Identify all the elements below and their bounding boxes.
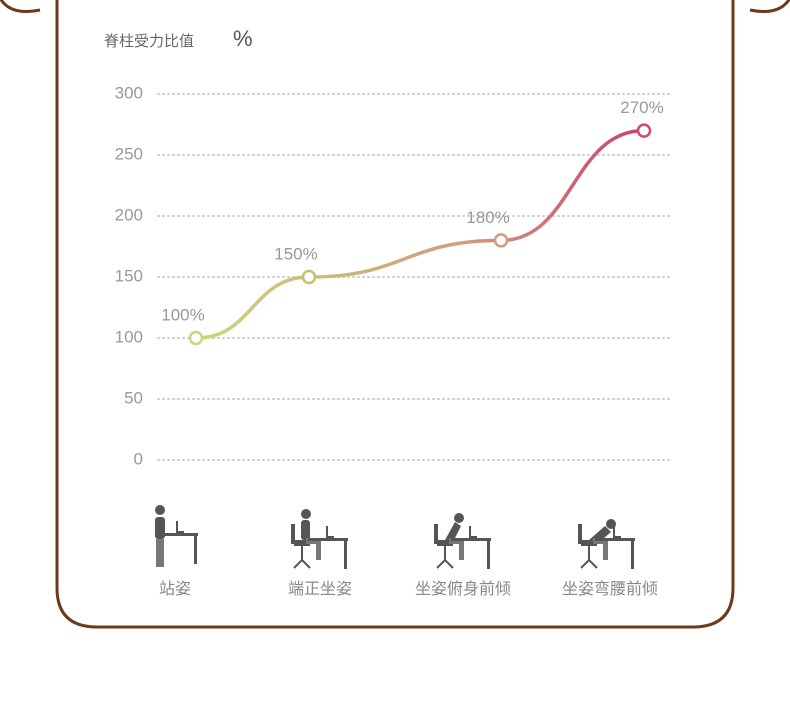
corner-deco bbox=[749, 0, 790, 13]
x-tick-label: 端正坐姿 bbox=[288, 580, 352, 598]
value-label: 150% bbox=[274, 244, 317, 263]
point bbox=[301, 269, 317, 285]
line bbox=[195, 128, 645, 340]
x-tick-label: 坐姿弯腰前倾 bbox=[562, 580, 658, 598]
y-tick-label: 150 bbox=[115, 266, 143, 285]
point bbox=[636, 123, 652, 138]
value-label: 180% bbox=[466, 208, 509, 227]
y-tick-label: 0 bbox=[134, 449, 143, 468]
x-tick-label: 站姿 bbox=[159, 580, 191, 598]
point bbox=[493, 233, 509, 248]
point bbox=[188, 330, 204, 346]
x-tick-label: 坐姿俯身前倾 bbox=[415, 580, 511, 598]
card bbox=[55, 0, 735, 629]
y-unit: % bbox=[233, 26, 253, 51]
icon-bent-sitting bbox=[577, 519, 635, 569]
y-tick-label: 300 bbox=[115, 83, 143, 102]
y-tick-label: 200 bbox=[115, 205, 143, 224]
y-tick-label: 50 bbox=[124, 388, 143, 407]
y-tick-label: 250 bbox=[115, 144, 143, 163]
icon-standing bbox=[155, 505, 198, 567]
y-label: 脊柱受力比值 bbox=[104, 33, 194, 50]
y-tick-label: 100 bbox=[115, 327, 143, 346]
icon-upright-sitting bbox=[290, 509, 348, 569]
value-label: 270% bbox=[620, 98, 663, 117]
value-label: 100% bbox=[161, 305, 204, 324]
icon-lean-sitting bbox=[433, 513, 491, 569]
corner-deco bbox=[0, 0, 41, 13]
